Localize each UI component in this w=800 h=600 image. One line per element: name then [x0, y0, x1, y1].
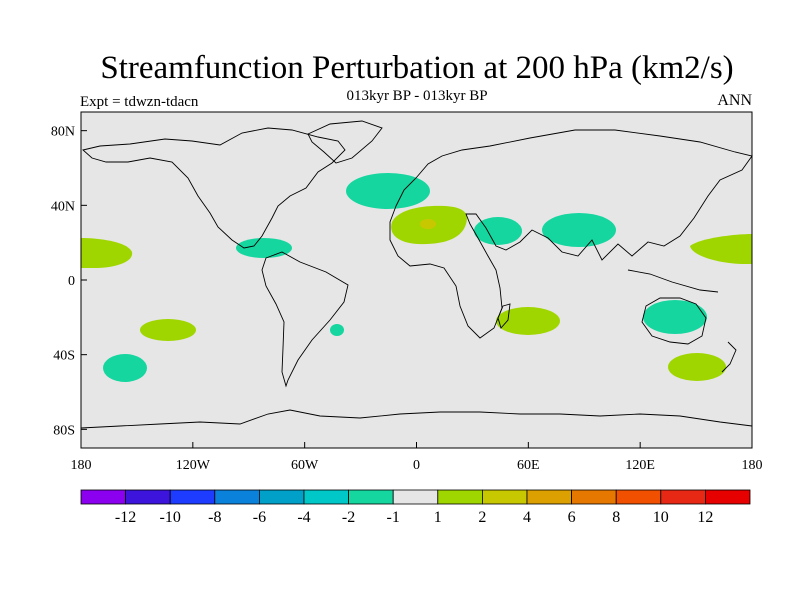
colorbar-label: -2 [342, 509, 355, 526]
colorbar-swatch [348, 489, 394, 505]
contour-shading [81, 173, 752, 382]
colorbar-label: -8 [208, 509, 221, 526]
colorbar-label: -12 [115, 509, 136, 526]
lon-tick-label: 180 [742, 458, 763, 473]
lon-tick-label: 60E [517, 458, 540, 473]
colorbar-label: 10 [653, 509, 669, 526]
negative-anomaly-australia [643, 300, 707, 334]
positive-anomaly-north-africa-core [420, 219, 436, 229]
negative-anomaly-caribbean [236, 238, 292, 258]
colorbar-swatch [615, 489, 662, 505]
colorbar-swatch [214, 489, 260, 505]
colorbar-label: -6 [253, 509, 266, 526]
colorbar-label: -4 [297, 509, 310, 526]
lon-tick-label: 120W [176, 458, 211, 473]
season-label: ANN [717, 92, 752, 109]
colorbar-swatch [571, 489, 617, 505]
positive-anomaly-indian-ocean [496, 307, 560, 335]
map-ocean-background [81, 112, 752, 448]
lat-tick-label: 80S [53, 423, 75, 438]
eurasia-africa-coast [389, 129, 753, 339]
positive-anomaly-east-pacific [81, 238, 133, 268]
lat-tick-label: 0 [68, 274, 75, 289]
north-america-coast [82, 127, 346, 249]
negative-anomaly-south-asia [542, 213, 616, 247]
australia-coast [641, 297, 707, 345]
lat-tick-label: 40S [53, 349, 75, 364]
positive-anomaly-south-pacific [140, 319, 196, 341]
colorbar-label: 4 [523, 509, 531, 526]
colorbar-swatch [169, 489, 216, 505]
positive-anomaly-west-pacific [690, 234, 752, 264]
lon-tick-label: 60W [291, 458, 319, 473]
colorbar: -12 -10 -8 -6 -4 -2 -1 1 2 4 6 8 10 12 [80, 489, 751, 526]
colorbar-label: 8 [612, 509, 620, 526]
colorbar-swatch [526, 489, 572, 505]
colorbar-swatch [437, 489, 483, 505]
plot-title: Streamfunction Perturbation at 200 hPa (… [100, 50, 734, 86]
colorbar-swatch [660, 489, 706, 505]
colorbar-label: 12 [697, 509, 713, 526]
lon-tick-label: 180 [71, 458, 92, 473]
negative-anomaly-south-pacific [103, 354, 147, 382]
indonesia-coast [627, 269, 719, 293]
colorbar-label: -1 [387, 509, 400, 526]
plot-subtitle: 013kyr BP - 013kyr BP [346, 88, 488, 104]
south-america-coast [261, 251, 349, 388]
latitude-axis: 80N 40N 0 40S 80S [51, 125, 87, 438]
lon-tick-label: 0 [413, 458, 420, 473]
antarctica-coast [80, 409, 753, 429]
colorbar-swatch [125, 489, 171, 505]
colorbar-swatch [80, 489, 126, 505]
colorbar-swatch [705, 489, 751, 505]
colorbar-label: 1 [434, 509, 442, 526]
colorbar-swatch [481, 489, 528, 505]
negative-anomaly-north-atlantic [346, 173, 430, 209]
lat-tick-label: 80N [51, 125, 75, 140]
lon-tick-label: 120E [625, 458, 655, 473]
longitude-axis: 180 120W 60W 0 60E 120E 180 [71, 442, 763, 473]
colorbar-swatch [392, 489, 439, 505]
experiment-label: Expt = tdwzn-tdacn [80, 94, 199, 110]
lat-tick-label: 40N [51, 199, 75, 214]
madagascar-coast [497, 303, 511, 329]
positive-anomaly-tasman [668, 353, 726, 381]
colorbar-label: -10 [160, 509, 181, 526]
new-zealand-coast [721, 341, 737, 373]
negative-anomaly-arabia [474, 217, 522, 245]
coastlines [80, 120, 753, 429]
negative-anomaly-south-atlantic [330, 324, 344, 336]
colorbar-label: 2 [478, 509, 486, 526]
greenland-coast [307, 120, 383, 164]
colorbar-swatch [258, 489, 305, 505]
colorbar-swatch [303, 489, 349, 505]
colorbar-label: 6 [568, 509, 576, 526]
